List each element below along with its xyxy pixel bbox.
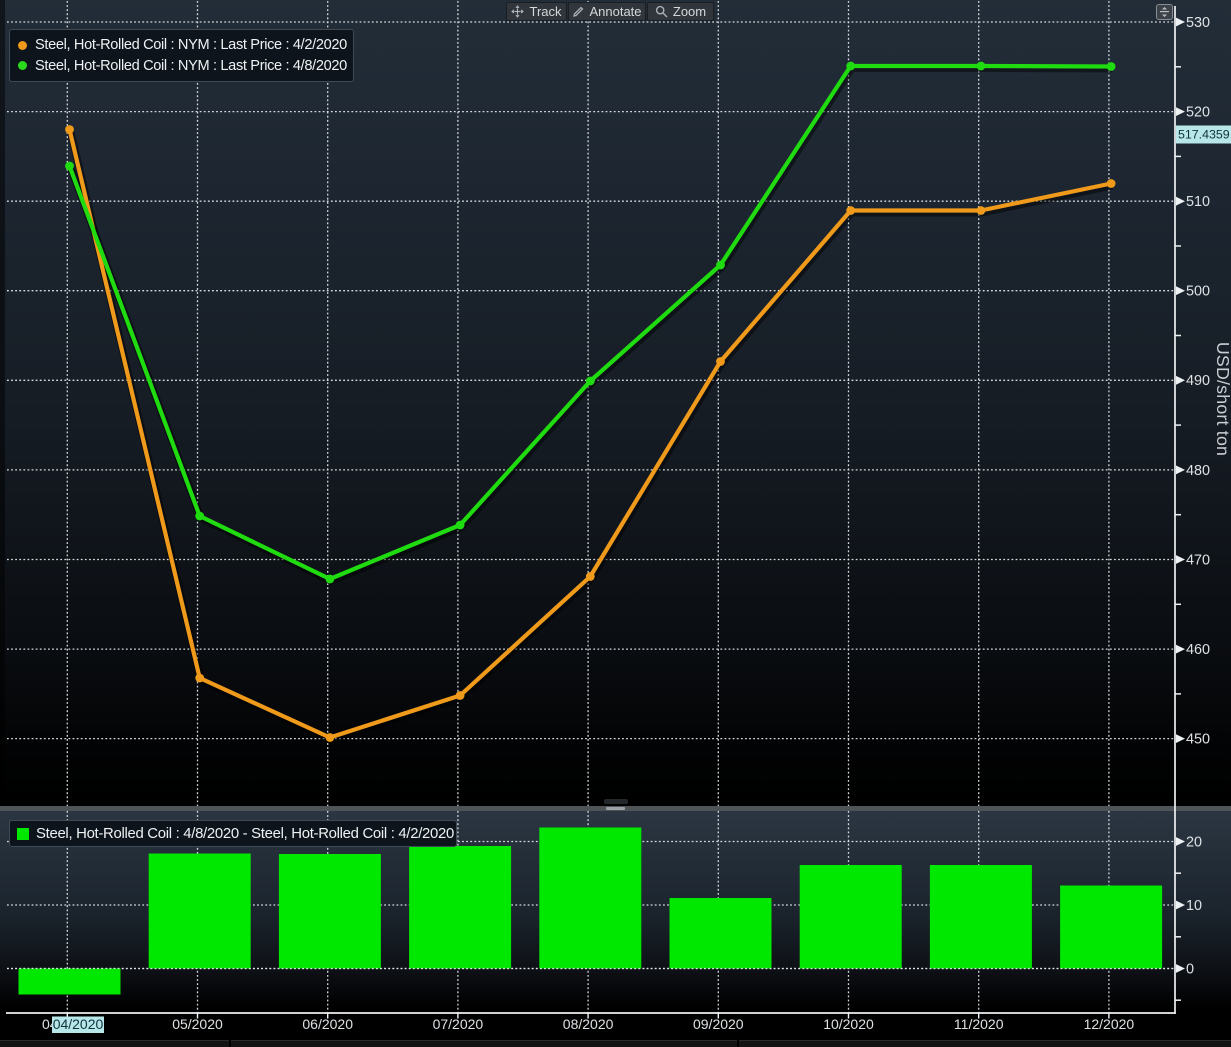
svg-text:490: 490 [1186, 373, 1210, 389]
svg-text:08/2020: 08/2020 [563, 1016, 614, 1032]
svg-text:480: 480 [1186, 463, 1210, 479]
svg-text:450: 450 [1186, 732, 1210, 748]
svg-text:07/2020: 07/2020 [433, 1016, 484, 1032]
svg-text:12/2020: 12/2020 [1084, 1016, 1135, 1032]
svg-text:530: 530 [1186, 15, 1210, 31]
svg-text:10: 10 [1186, 898, 1202, 914]
svg-text:04/2020: 04/2020 [53, 1016, 104, 1032]
svg-text:517.4359: 517.4359 [1178, 128, 1230, 142]
svg-text:09/2020: 09/2020 [693, 1016, 744, 1032]
svg-text:11/2020: 11/2020 [954, 1016, 1004, 1032]
svg-text:10/2020: 10/2020 [823, 1016, 874, 1032]
svg-text:05/2020: 05/2020 [172, 1016, 223, 1032]
svg-text:500: 500 [1186, 284, 1210, 300]
svg-text:510: 510 [1186, 194, 1210, 210]
svg-text:0: 0 [1186, 961, 1194, 977]
svg-text:20: 20 [1186, 834, 1202, 850]
svg-text:USD/short ton: USD/short ton [1213, 342, 1231, 456]
svg-text:460: 460 [1186, 642, 1210, 658]
svg-text:06/2020: 06/2020 [302, 1016, 353, 1032]
svg-text:520: 520 [1186, 105, 1210, 121]
svg-text:470: 470 [1186, 552, 1210, 568]
